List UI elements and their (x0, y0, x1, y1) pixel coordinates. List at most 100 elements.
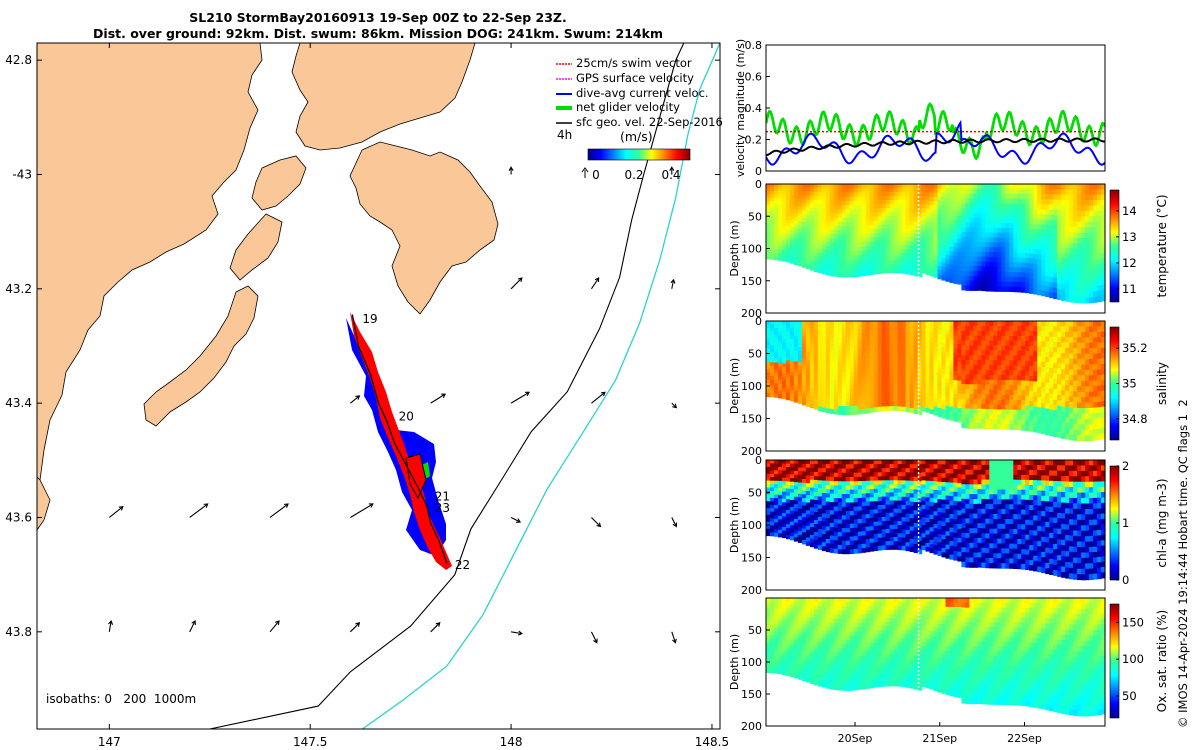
section-chla-cell (877, 464, 883, 469)
section-chla-cell (845, 494, 851, 499)
section-salinity-cell (1065, 417, 1070, 424)
section-salinity-cell (917, 406, 923, 411)
section-chla-cell (861, 518, 867, 524)
section-salinity-cell (921, 361, 927, 367)
section-temperature-cell (793, 216, 799, 222)
section-temperature-cell (774, 218, 779, 223)
section-temperature-cell (805, 191, 811, 197)
section-temperature-cell (805, 207, 811, 212)
section-temperature-cell (778, 215, 783, 220)
section-temperature-cell (1025, 238, 1030, 244)
section-salinity-cell (969, 360, 974, 366)
section-salinity-cell (1101, 428, 1106, 434)
section-chla-cell (897, 492, 903, 498)
section-chla-cell (933, 464, 939, 470)
section-temperature-cell (1061, 205, 1066, 211)
section-salinity-cell (1093, 391, 1098, 398)
section-temperature-cell (841, 255, 847, 261)
section-chla-cell (793, 489, 799, 494)
section-salinity-cell (849, 372, 855, 377)
section-salinity-cell (949, 348, 955, 354)
section-temperature-cell (969, 193, 974, 200)
section-chla-cell (805, 510, 811, 515)
section-temperature-cell (1073, 184, 1078, 190)
section-temperature-cell (1041, 194, 1046, 200)
section-salinity-cell (977, 394, 982, 400)
isobath-layer (209, 43, 720, 729)
section-chla-cell (770, 491, 775, 495)
section-temperature-cell (805, 203, 811, 208)
section-salinity-cell (929, 346, 935, 351)
section-salinity-cell (1017, 330, 1022, 337)
section-temperature-cell (905, 269, 911, 275)
section-salinity-cell (1069, 326, 1074, 333)
section-temperature-cell (925, 241, 931, 247)
section-temperature-cell (829, 225, 835, 231)
section-chla-cell (817, 480, 823, 485)
section-salinity-cell (1089, 386, 1094, 393)
section-temperature-cell (817, 264, 823, 270)
section-temperature-cell (873, 245, 879, 250)
section-temperature-cell (1053, 220, 1058, 227)
section-temperature-cell (1077, 232, 1082, 239)
section-chla-cell (801, 490, 807, 495)
section-chla-cell (817, 468, 823, 473)
section-temperature-cell (989, 237, 994, 243)
section-salinity-cell (989, 335, 994, 342)
section-salinity-cell (1085, 380, 1090, 387)
section-salinity-cell (941, 356, 947, 362)
section-temperature-cell (861, 242, 867, 247)
section-temperature-cell (941, 275, 947, 281)
section-temperature-cell (785, 233, 791, 238)
section-chla-cell (829, 510, 835, 516)
current-vector (591, 391, 606, 404)
section-salinity-cell (1029, 336, 1034, 342)
section-chla-cell (809, 463, 815, 469)
current-vector-shaft (590, 631, 598, 643)
section-salinity-cell (993, 404, 998, 410)
current-vector-shaft (510, 631, 522, 635)
section-temperature-cell (881, 200, 887, 205)
section-salinity-cell (770, 334, 775, 339)
section-temperature-cell (985, 242, 990, 248)
section-salinity-cell (853, 380, 859, 386)
section-chla-cell (845, 477, 851, 482)
section-salinity-cell (833, 346, 839, 352)
section-temperature-cell (1101, 295, 1106, 302)
section-salinity-cell (961, 364, 966, 370)
section-salinity-cell (865, 366, 871, 372)
section-chla-cell (849, 540, 855, 546)
section-temperature-cell (793, 224, 799, 229)
section-temperature-cell (913, 229, 919, 235)
section-salinity-cell (957, 357, 962, 363)
section-temperature-cell (977, 188, 982, 195)
section-salinity-cell (849, 389, 855, 394)
section-temperature-cell (805, 234, 811, 239)
section-temperature-cell (793, 191, 799, 196)
section-salinity-cell (889, 345, 895, 350)
section-salinity-cell (766, 389, 771, 394)
section-salinity-cell (789, 393, 795, 398)
section-salinity-cell (957, 380, 962, 386)
section-chla-cell (937, 464, 943, 470)
section-temperature-cell (770, 228, 775, 233)
section-temperature-cell (901, 204, 907, 209)
section-temperature-cell (1081, 184, 1086, 190)
section-salinity-cell (766, 369, 771, 374)
section-chla-cell (845, 502, 851, 508)
section-temperature-cell (797, 210, 803, 215)
section-temperature-cell (881, 220, 887, 225)
section-salinity-cell (933, 410, 939, 416)
section-chla-cell (845, 545, 851, 550)
current-vector-head (275, 620, 280, 626)
land-hobart-area (251, 155, 307, 211)
section-salinity-cell (849, 363, 855, 369)
section-temperature-cell (861, 184, 867, 189)
section-salinity-cell (1077, 359, 1082, 365)
section-salinity-cell (881, 325, 887, 330)
section-salinity-cell (1057, 432, 1062, 438)
section-temperature-cell (1001, 188, 1006, 195)
section-chla-cell (809, 515, 815, 520)
section-chla-cell (805, 541, 811, 546)
section-temperature-cell (949, 237, 955, 243)
